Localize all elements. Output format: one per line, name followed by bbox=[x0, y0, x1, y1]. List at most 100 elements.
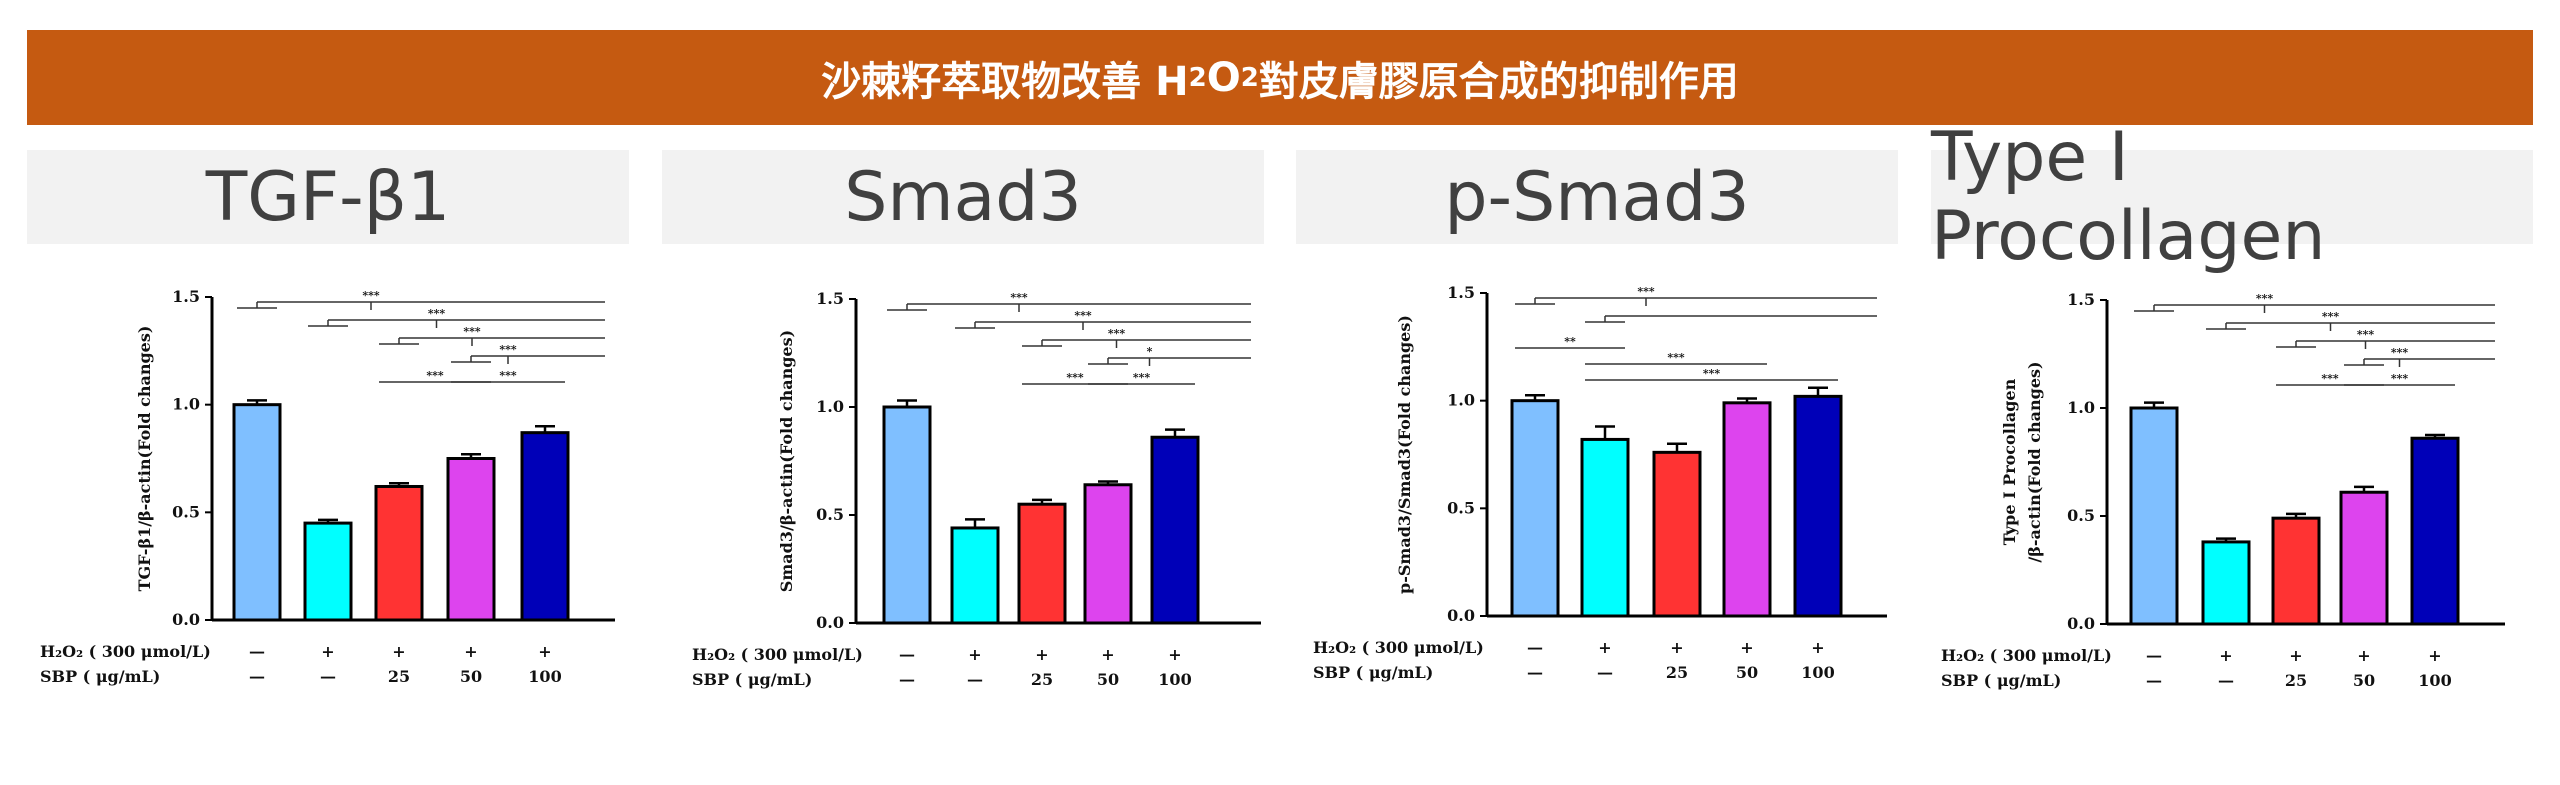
sbp-row-label: SBP ( μg/mL) bbox=[40, 667, 160, 686]
bar bbox=[1510, 399, 1560, 618]
h2o2-row-label: H₂O₂ ( 300 μmol/L) bbox=[1313, 638, 1484, 657]
banner-title-suffix: 對皮膚膠原合成的抑制作用 bbox=[1258, 58, 1739, 105]
y-tick-label: 1.5 bbox=[2067, 290, 2095, 309]
bar bbox=[1017, 502, 1067, 625]
h2o2-value: + bbox=[2428, 646, 2441, 665]
sbp-value: 25 bbox=[1666, 663, 1688, 682]
y-tick-label: 0.0 bbox=[1447, 606, 1475, 625]
significance-label: *** bbox=[1667, 351, 1685, 364]
sbp-value: 100 bbox=[1801, 663, 1834, 682]
significance-label: *** bbox=[2357, 328, 2375, 341]
y-tick-label: 1.0 bbox=[1447, 391, 1475, 410]
h2o2-value: + bbox=[538, 642, 551, 661]
y-axis-label: TGF-β1/β-actin(Fold changes) bbox=[135, 326, 154, 592]
h2o2-row-label: H₂O₂ ( 300 μmol/L) bbox=[1941, 646, 2112, 665]
significance-label: *** bbox=[499, 369, 517, 382]
y-tick-label: 0.5 bbox=[2067, 506, 2095, 525]
h2o2-row-label: H₂O₂ ( 300 μmol/L) bbox=[40, 642, 211, 661]
sbp-value: 25 bbox=[2285, 671, 2307, 690]
h2o2-row-label: H₂O₂ ( 300 μmol/L) bbox=[692, 645, 863, 664]
sbp-value: — bbox=[2218, 671, 2234, 690]
h2o2-value: + bbox=[1670, 638, 1683, 657]
y-axis-label-line1: Type I Procollagen bbox=[2000, 378, 2019, 545]
bar bbox=[2271, 516, 2321, 626]
significance-label: *** bbox=[1010, 291, 1028, 304]
sbp-row-label: SBP ( μg/mL) bbox=[1941, 671, 2061, 690]
h2o2-value: + bbox=[464, 642, 477, 661]
h2o2-value: + bbox=[968, 645, 981, 664]
sbp-value: 100 bbox=[1158, 670, 1191, 689]
bar bbox=[1580, 437, 1630, 618]
h2o2-value: — bbox=[2146, 646, 2162, 665]
h2o2-value: + bbox=[1598, 638, 1611, 657]
significance-label: *** bbox=[1074, 309, 1092, 322]
y-tick-label: 1.5 bbox=[1447, 283, 1475, 302]
banner-title-prefix: 沙棘籽萃取物改善 H bbox=[821, 58, 1189, 105]
sbp-value: — bbox=[320, 667, 336, 686]
sbp-row-label: SBP ( μg/mL) bbox=[692, 670, 812, 689]
sbp-value: 25 bbox=[1031, 670, 1053, 689]
h2o2-value: + bbox=[1740, 638, 1753, 657]
h2o2-value: + bbox=[1035, 645, 1048, 664]
bar bbox=[1150, 435, 1200, 625]
y-axis-label-line2: /β-actin(Fold changes) bbox=[2025, 361, 2044, 562]
y-tick-label: 1.0 bbox=[816, 397, 844, 416]
significance-label: *** bbox=[1108, 327, 1126, 340]
y-tick-label: 0.0 bbox=[172, 610, 200, 629]
h2o2-value: + bbox=[392, 642, 405, 661]
sbp-value: — bbox=[967, 670, 983, 689]
bar bbox=[446, 457, 496, 622]
sbp-value: 100 bbox=[2418, 671, 2451, 690]
significance-label: *** bbox=[428, 307, 446, 320]
bar bbox=[303, 521, 353, 622]
h2o2-value: + bbox=[321, 642, 334, 661]
sbp-value: — bbox=[899, 670, 915, 689]
bar bbox=[232, 403, 282, 622]
significance-label: *** bbox=[463, 325, 481, 338]
sbp-value: — bbox=[1527, 663, 1543, 682]
sbp-value: — bbox=[2146, 671, 2162, 690]
h2o2-value: + bbox=[2289, 646, 2302, 665]
panel-title-tgf-beta1: TGF-β1 bbox=[27, 150, 629, 244]
significance-label: *** bbox=[2321, 372, 2339, 385]
bar bbox=[1722, 401, 1772, 618]
bar bbox=[1793, 394, 1843, 618]
sbp-value: 25 bbox=[388, 667, 410, 686]
bar bbox=[1652, 450, 1702, 618]
bar bbox=[882, 405, 932, 625]
significance-label: *** bbox=[1637, 285, 1655, 298]
h2o2-value: + bbox=[1811, 638, 1824, 657]
y-axis-label: p-Smad3/Smad3(Fold changes) bbox=[1395, 315, 1414, 594]
y-tick-label: 1.5 bbox=[816, 289, 844, 308]
sbp-value: — bbox=[249, 667, 265, 686]
h2o2-value: + bbox=[1101, 645, 1114, 664]
sbp-value: 50 bbox=[460, 667, 482, 686]
significance-label: * bbox=[1147, 345, 1153, 358]
y-tick-label: 0.5 bbox=[172, 502, 200, 521]
h2o2-value: — bbox=[1527, 638, 1543, 657]
h2o2-value: + bbox=[2357, 646, 2370, 665]
banner-subscript-1: 2 bbox=[1188, 62, 1207, 93]
bar bbox=[2339, 490, 2389, 626]
y-tick-label: 1.0 bbox=[172, 395, 200, 414]
significance-label: *** bbox=[426, 369, 444, 382]
sbp-row-label: SBP ( μg/mL) bbox=[1313, 663, 1433, 682]
sbp-value: — bbox=[1597, 663, 1613, 682]
sbp-value: 100 bbox=[528, 667, 561, 686]
sbp-value: 50 bbox=[2353, 671, 2375, 690]
bar bbox=[2129, 406, 2179, 626]
bar bbox=[2410, 436, 2460, 626]
h2o2-value: + bbox=[1168, 645, 1181, 664]
significance-label: ** bbox=[1564, 335, 1576, 348]
h2o2-value: — bbox=[899, 645, 915, 664]
sbp-value: 50 bbox=[1097, 670, 1119, 689]
bar bbox=[2201, 540, 2251, 626]
significance-label: *** bbox=[499, 343, 517, 356]
significance-label: *** bbox=[362, 289, 380, 302]
significance-label: *** bbox=[2322, 310, 2340, 323]
h2o2-value: — bbox=[249, 642, 265, 661]
y-tick-label: 0.0 bbox=[816, 613, 844, 632]
y-tick-label: 0.5 bbox=[1447, 498, 1475, 517]
significance-label: *** bbox=[2256, 292, 2274, 305]
